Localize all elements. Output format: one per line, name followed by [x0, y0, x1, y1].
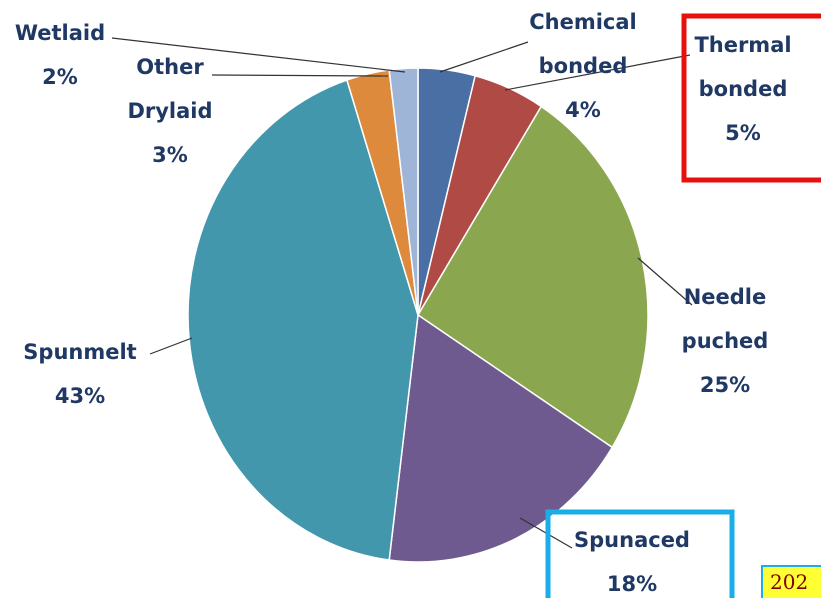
leader-line: [211, 74, 389, 77]
annotation-box: [761, 565, 821, 598]
category-label: Other Drylaid: [127, 55, 213, 123]
value-label: 5%: [725, 121, 761, 145]
leader-line: [439, 41, 529, 73]
category-label: Spunaced: [574, 528, 690, 552]
leader-line: [149, 337, 193, 355]
pie: [187, 67, 649, 563]
value-label: 4%: [565, 98, 601, 122]
slice-label: Other Drylaid 3%: [105, 45, 235, 177]
category-label: Needle puched: [681, 285, 769, 353]
category-label: Chemical bonded: [529, 10, 637, 78]
leader-line: [111, 37, 406, 73]
slice-label: Wetlaid 2%: [0, 11, 120, 99]
annotation: 202: [770, 570, 809, 594]
category-label: Thermal bonded: [694, 33, 792, 101]
slice-label: Chemical bonded 4%: [528, 0, 638, 132]
value-label: 43%: [54, 384, 106, 408]
pie-slice: [187, 79, 419, 561]
value-label: 18%: [606, 572, 658, 596]
category-label: Spunmelt: [23, 340, 137, 364]
pie-slice: [388, 313, 614, 563]
slice-label: Needle puched 25%: [670, 275, 780, 407]
value-label: 25%: [699, 373, 751, 397]
value-label: 3%: [152, 143, 188, 167]
slice-label: Spunaced 18%: [572, 518, 692, 606]
highlight-box: [545, 509, 735, 598]
leader-line: [637, 257, 693, 306]
value-label: 2%: [42, 65, 78, 89]
highlight-box: [681, 13, 821, 183]
leader-line: [504, 54, 691, 91]
slice-label: Thermal bonded 5%: [688, 23, 798, 155]
leader-lines: [111, 37, 693, 549]
category-label: Wetlaid: [14, 21, 106, 45]
slice-label: Spunmelt 43%: [15, 330, 145, 418]
